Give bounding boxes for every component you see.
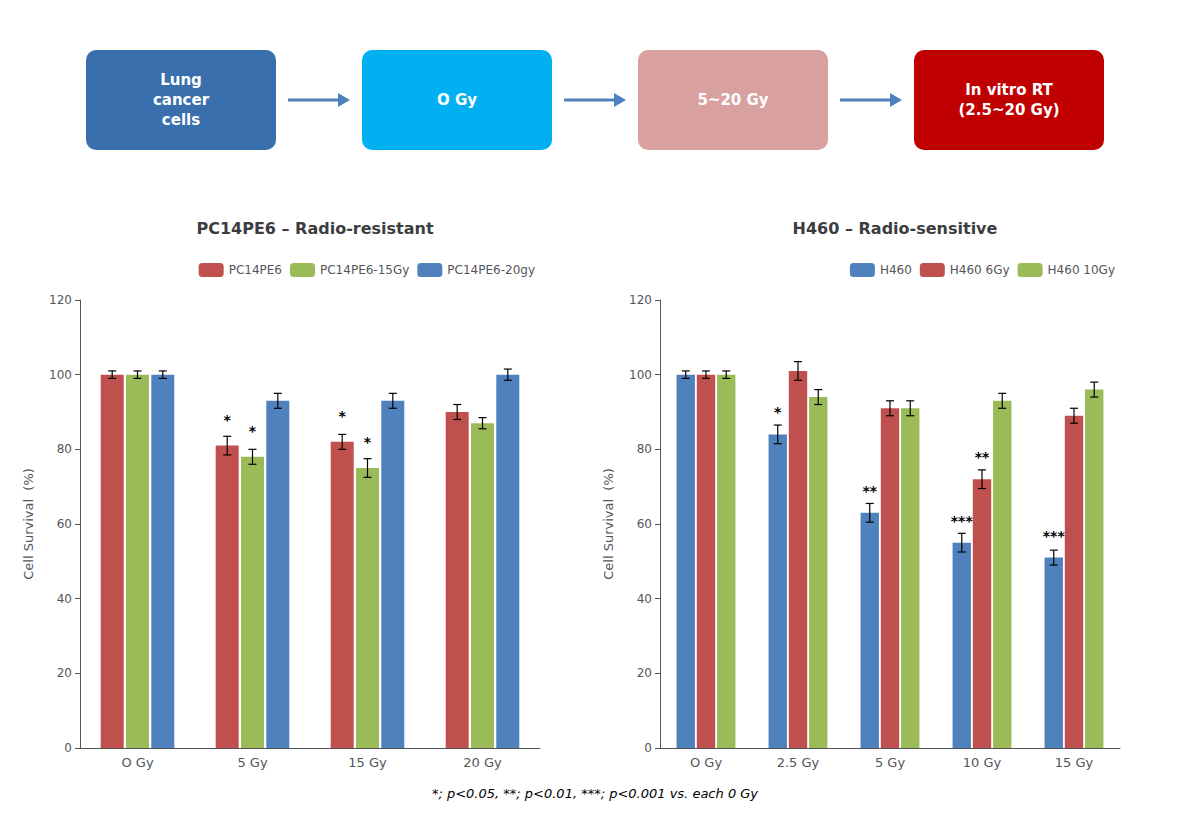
svg-text:PC14PE6-15Gy: PC14PE6-15Gy bbox=[320, 263, 409, 277]
svg-text:cells: cells bbox=[162, 111, 200, 129]
svg-text:O Gy: O Gy bbox=[121, 755, 153, 770]
svg-text:***: *** bbox=[951, 513, 974, 529]
svg-text:15 Gy: 15 Gy bbox=[348, 755, 387, 770]
svg-text:100: 100 bbox=[49, 368, 72, 382]
svg-text:H460: H460 bbox=[880, 263, 912, 277]
svg-text:In vitro RT: In vitro RT bbox=[965, 81, 1053, 99]
svg-text:*: * bbox=[339, 408, 347, 424]
svg-text:10 Gy: 10 Gy bbox=[963, 755, 1002, 770]
svg-text:(2.5~20 Gy): (2.5~20 Gy) bbox=[958, 101, 1059, 119]
svg-text:0: 0 bbox=[644, 741, 652, 755]
svg-text:***: *** bbox=[1043, 528, 1066, 544]
svg-text:120: 120 bbox=[49, 293, 72, 307]
svg-text:O Gy: O Gy bbox=[437, 91, 477, 109]
svg-text:PC14PE6 – Radio-resistant: PC14PE6 – Radio-resistant bbox=[196, 219, 433, 238]
svg-text:60: 60 bbox=[637, 517, 652, 531]
svg-text:60: 60 bbox=[57, 517, 72, 531]
svg-text:**: ** bbox=[862, 483, 877, 499]
svg-text:O Gy: O Gy bbox=[690, 755, 722, 770]
svg-text:H460 – Radio-sensitive: H460 – Radio-sensitive bbox=[793, 219, 998, 238]
svg-text:Cell Survival (%): Cell Survival (%) bbox=[601, 468, 616, 580]
svg-text:5 Gy: 5 Gy bbox=[875, 755, 905, 770]
svg-text:80: 80 bbox=[57, 442, 72, 456]
svg-text:*; p<0.05, **; p<0.01, ***; p<: *; p<0.05, **; p<0.01, ***; p<0.001 vs. … bbox=[432, 786, 758, 801]
svg-text:*: * bbox=[774, 404, 782, 420]
svg-text:**: ** bbox=[975, 449, 990, 465]
svg-text:100: 100 bbox=[629, 368, 652, 382]
svg-text:20: 20 bbox=[57, 666, 72, 680]
svg-text:H460 10Gy: H460 10Gy bbox=[1048, 263, 1115, 277]
svg-text:PC14PE6-20gy: PC14PE6-20gy bbox=[447, 263, 535, 277]
svg-text:cancer: cancer bbox=[153, 91, 210, 109]
svg-text:80: 80 bbox=[637, 442, 652, 456]
svg-text:PC14PE6: PC14PE6 bbox=[229, 263, 282, 277]
svg-text:15 Gy: 15 Gy bbox=[1055, 755, 1094, 770]
svg-text:H460 6Gy: H460 6Gy bbox=[950, 263, 1010, 277]
svg-text:2.5 Gy: 2.5 Gy bbox=[777, 755, 820, 770]
svg-text:40: 40 bbox=[637, 592, 652, 606]
svg-text:20 Gy: 20 Gy bbox=[463, 755, 502, 770]
svg-text:40: 40 bbox=[57, 592, 72, 606]
svg-text:*: * bbox=[249, 423, 257, 439]
svg-text:120: 120 bbox=[629, 293, 652, 307]
svg-text:0: 0 bbox=[64, 741, 72, 755]
svg-text:20: 20 bbox=[637, 666, 652, 680]
svg-text:5 Gy: 5 Gy bbox=[237, 755, 267, 770]
svg-text:Cell Survival (%): Cell Survival (%) bbox=[21, 468, 36, 580]
svg-text:*: * bbox=[224, 412, 232, 428]
svg-text:*: * bbox=[364, 434, 372, 450]
svg-text:5~20 Gy: 5~20 Gy bbox=[697, 91, 768, 109]
svg-text:Lung: Lung bbox=[160, 71, 202, 89]
